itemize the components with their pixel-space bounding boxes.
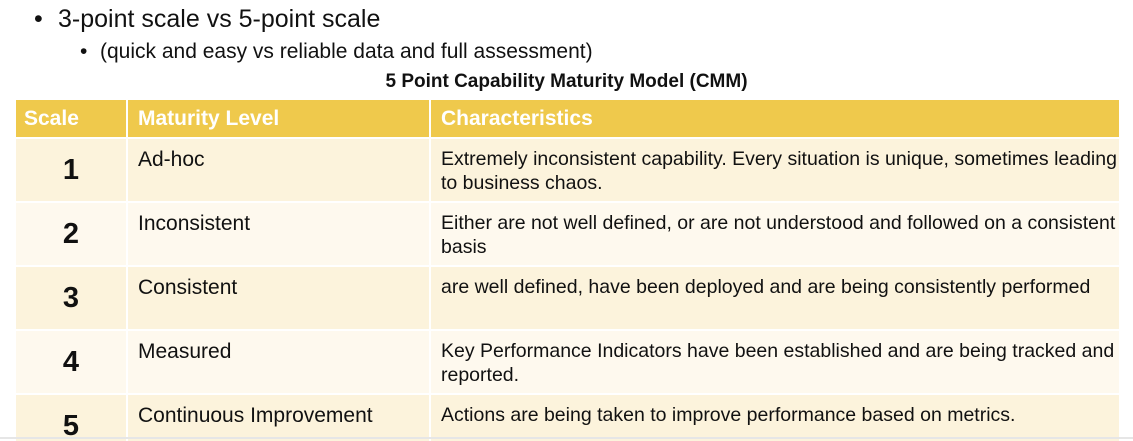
bullet-sub-text: (quick and easy vs reliable data and ful… (100, 40, 593, 63)
header-characteristics: Characteristics (430, 100, 1119, 138)
bullet-dot-icon: • (34, 5, 43, 33)
row-maturity-level: Consistent (127, 265, 431, 330)
row-characteristics: Extremely inconsistent capability. Every… (430, 137, 1119, 202)
table-row: 4 Measured Key Performance Indicators ha… (16, 329, 1119, 394)
table-row: 2 Inconsistent Either are not well defin… (16, 201, 1119, 266)
row-scale: 4 (16, 329, 128, 394)
row-characteristics: Either are not well defined, or are not … (430, 201, 1119, 266)
row-scale: 5 (16, 393, 128, 441)
row-maturity-level: Inconsistent (127, 201, 431, 266)
table-row: 3 Consistent are well defined, have been… (16, 265, 1119, 330)
row-scale: 1 (16, 137, 128, 202)
bottom-divider (0, 437, 1133, 439)
row-characteristics: Actions are being taken to improve perfo… (430, 393, 1119, 441)
header-maturity-level: Maturity Level (127, 100, 431, 138)
cmm-table: Scale Maturity Level Characteristics 1 A… (16, 100, 1119, 441)
row-maturity-level: Continuous Improvement (127, 393, 431, 441)
bullet-dot-icon: • (80, 40, 88, 63)
row-scale: 3 (16, 265, 128, 330)
row-characteristics: Key Performance Indicators have been est… (430, 329, 1119, 394)
table-row: 5 Continuous Improvement Actions are bei… (16, 393, 1119, 441)
bullet-main-text: 3-point scale vs 5-point scale (58, 5, 381, 33)
table-header-row: Scale Maturity Level Characteristics (16, 100, 1119, 138)
row-maturity-level: Ad-hoc (127, 137, 431, 202)
table-row: 1 Ad-hoc Extremely inconsistent capabili… (16, 137, 1119, 202)
bullet-sub: • (quick and easy vs reliable data and fu… (80, 38, 593, 66)
bullet-main: • 3-point scale vs 5-point scale (34, 2, 380, 36)
row-scale: 2 (16, 201, 128, 266)
row-maturity-level: Measured (127, 329, 431, 394)
row-characteristics: are well defined, have been deployed and… (430, 265, 1119, 330)
table-title: 5 Point Capability Maturity Model (CMM) (385, 71, 748, 92)
header-scale: Scale (16, 100, 128, 138)
